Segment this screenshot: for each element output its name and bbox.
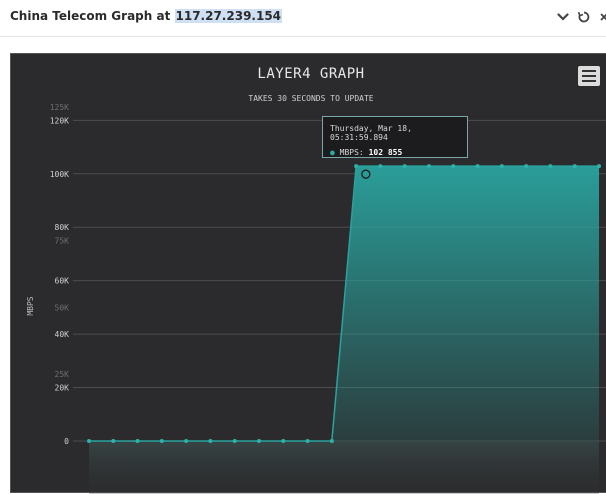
- chart-svg: 125K 120K 100K 80K 75K 60K 50K 40K 25K 20K 0 MBPS: [26, 103, 606, 494]
- chart-card: 125K 120K 100K 80K 75K 60K 50K 40K 25K 20K 0 MBPS …: [10, 53, 606, 494]
- refresh-icon[interactable]: [577, 9, 591, 25]
- data-point[interactable]: [305, 439, 310, 443]
- series-dot-icon: ●: [330, 148, 335, 157]
- y-tick-label: 50K: [55, 303, 70, 312]
- y-tick-label: 25K: [55, 370, 70, 379]
- data-point[interactable]: [281, 439, 286, 443]
- panel-header: China Telecom Graph at 117.27.239.154: [0, 0, 606, 37]
- data-point[interactable]: [499, 164, 504, 169]
- data-point[interactable]: [257, 439, 261, 443]
- data-point[interactable]: [329, 439, 334, 443]
- tooltip-value-row: ● MBPS: 102 855: [330, 148, 460, 157]
- data-point[interactable]: [378, 164, 383, 169]
- y-tick-label: 40K: [55, 330, 70, 339]
- data-point[interactable]: [354, 164, 359, 169]
- chevron-down-icon[interactable]: [556, 9, 570, 25]
- chart-tooltip: Thursday, Mar 18, 05:31:59.894 ● MBPS: 1…: [322, 116, 468, 158]
- data-point[interactable]: [184, 439, 189, 443]
- y-tick-label: 80K: [55, 223, 70, 232]
- panel-title-ip[interactable]: 117.27.239.154: [174, 9, 283, 23]
- data-point[interactable]: [87, 439, 91, 443]
- data-point[interactable]: [135, 439, 140, 443]
- baseline-band: [89, 441, 599, 494]
- hamburger-menu-icon[interactable]: [578, 66, 600, 86]
- chart-subtitle: TAKES 30 SECONDS TO UPDATE: [248, 94, 374, 103]
- data-point[interactable]: [548, 164, 553, 169]
- data-point[interactable]: [111, 439, 116, 443]
- data-point[interactable]: [524, 164, 529, 169]
- y-tick-label: 120K: [50, 116, 69, 125]
- chart-title: LAYER4 GRAPH: [257, 66, 365, 82]
- data-point[interactable]: [427, 164, 431, 169]
- close-icon[interactable]: [597, 9, 606, 25]
- tooltip-value: 102 855: [368, 148, 403, 157]
- data-point[interactable]: [597, 164, 601, 169]
- data-point[interactable]: [451, 164, 456, 169]
- y-tick-label: 100K: [50, 170, 69, 179]
- data-point[interactable]: [475, 164, 480, 169]
- y-tick-label: 125K: [50, 103, 69, 112]
- series-line: [89, 165, 599, 442]
- hover-marker: [361, 169, 371, 179]
- tooltip-label: MBPS:: [339, 148, 364, 157]
- y-tick-label: 20K: [55, 384, 70, 393]
- y-tick-label: 60K: [55, 277, 70, 286]
- tooltip-date: Thursday, Mar 18, 05:31:59.894: [330, 124, 412, 142]
- data-point[interactable]: [402, 164, 407, 169]
- y-tick-label: 0: [64, 437, 69, 446]
- y-tick-label: 75K: [55, 237, 70, 246]
- data-point[interactable]: [232, 439, 237, 443]
- data-point[interactable]: [208, 439, 213, 443]
- y-axis-label: MBPS: [26, 296, 35, 315]
- panel-title: China Telecom Graph at 117.27.239.154: [10, 9, 283, 23]
- data-point[interactable]: [572, 164, 577, 169]
- data-point[interactable]: [159, 439, 164, 443]
- panel-title-text: China Telecom Graph at: [10, 9, 175, 23]
